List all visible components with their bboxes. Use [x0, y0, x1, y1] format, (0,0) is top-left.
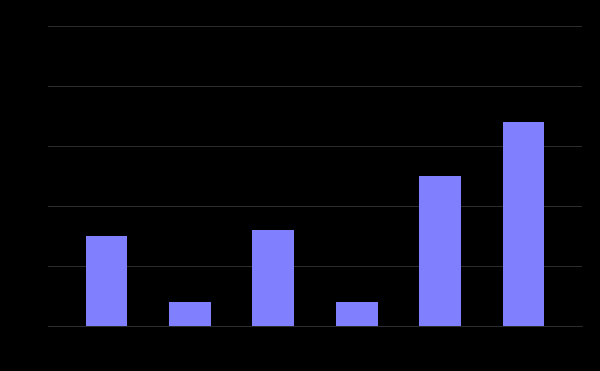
- Bar: [169, 302, 211, 326]
- Bar: [503, 122, 544, 326]
- Bar: [253, 230, 294, 326]
- Bar: [336, 302, 377, 326]
- Bar: [419, 176, 461, 326]
- Bar: [86, 236, 127, 326]
